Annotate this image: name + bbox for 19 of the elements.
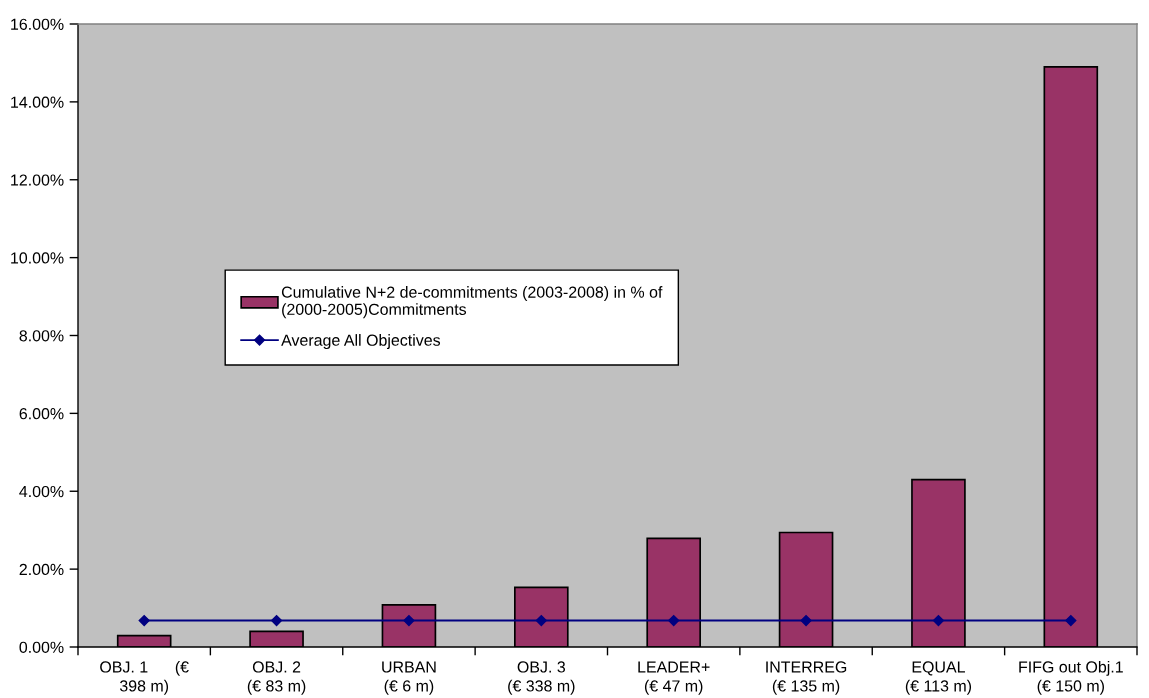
x-tick-label: FIFG out Obj.1 (€ 150 m) — [1019, 660, 1123, 695]
x-tick-label: URBAN (€ 6 m) — [382, 661, 436, 695]
y-tick-label: 14.00% — [11, 96, 64, 108]
y-tick-label: 6.00% — [19, 408, 64, 420]
x-tick-label: LEADER+ (€ 47 m) — [638, 661, 710, 695]
y-tick-label: 4.00% — [19, 485, 64, 498]
legend-label: Average All Objectives — [281, 334, 441, 350]
y-tick-label: 16.00% — [11, 18, 64, 30]
x-tick-label: OBJ. 2 (€ 83 m) — [247, 661, 306, 695]
y-tick-label: 2.00% — [19, 563, 64, 576]
y-tick-label: 12.00% — [11, 174, 64, 186]
y-tick-label: 10.00% — [11, 252, 64, 264]
y-tick-label: 0.00% — [19, 641, 64, 653]
y-tick-label: 8.00% — [19, 330, 64, 342]
x-tick-label: EQUAL (€ 113 m) — [905, 661, 972, 695]
x-tick-label: INTERREG (€ 135 m) — [766, 661, 847, 695]
x-tick-label: OBJ. 3 (€ 338 m) — [508, 661, 575, 695]
x-tick-label: OBJ. 1 (€ 398 m) — [100, 660, 189, 695]
legend-label: Cumulative N+2 de-commitments (2003-2008) in % of (2000-2005)Commitments — [281, 286, 663, 319]
